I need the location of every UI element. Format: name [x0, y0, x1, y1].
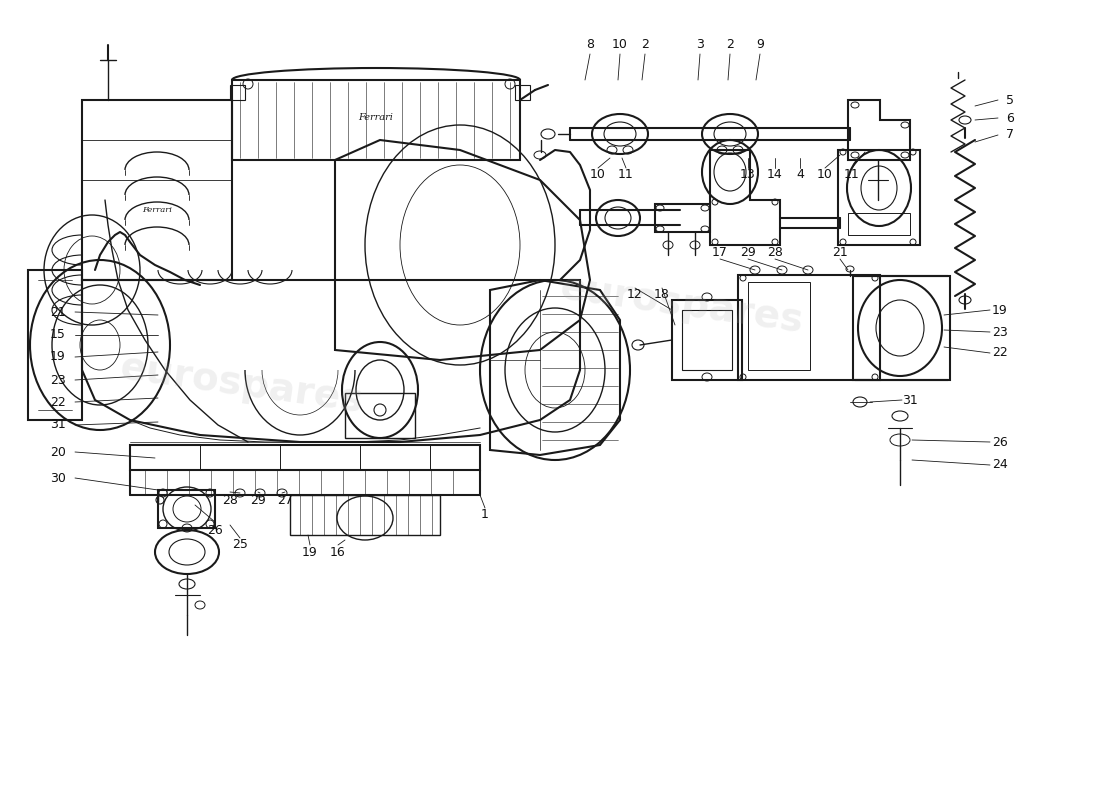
Text: 25: 25 — [232, 538, 248, 551]
Text: 19: 19 — [302, 546, 318, 558]
Bar — [230, 85, 245, 100]
Bar — [290, 495, 440, 535]
Bar — [345, 393, 415, 438]
Text: 2: 2 — [726, 38, 734, 51]
Text: 10: 10 — [612, 38, 628, 51]
Bar — [515, 85, 530, 100]
Text: 19: 19 — [51, 350, 66, 363]
Text: 24: 24 — [992, 458, 1008, 471]
Text: 19: 19 — [992, 303, 1008, 317]
Text: eurospares: eurospares — [118, 348, 366, 420]
Text: 22: 22 — [992, 346, 1008, 359]
Bar — [848, 213, 910, 235]
Text: 11: 11 — [618, 169, 634, 182]
Text: 18: 18 — [654, 289, 670, 302]
Text: 11: 11 — [844, 169, 860, 182]
Text: 21: 21 — [832, 246, 848, 258]
Text: 28: 28 — [767, 246, 783, 258]
Text: 14: 14 — [767, 169, 783, 182]
Text: 29: 29 — [250, 494, 266, 506]
Text: 5: 5 — [1006, 94, 1014, 106]
Text: 7: 7 — [1006, 129, 1014, 142]
Text: 9: 9 — [756, 38, 763, 51]
Text: 26: 26 — [207, 523, 223, 537]
Text: 4: 4 — [796, 169, 804, 182]
Text: 8: 8 — [586, 38, 594, 51]
Text: 12: 12 — [627, 289, 642, 302]
Text: 3: 3 — [696, 38, 704, 51]
Text: Ferrari: Ferrari — [142, 206, 172, 214]
Text: 22: 22 — [51, 395, 66, 409]
Text: 13: 13 — [740, 169, 756, 182]
Text: 10: 10 — [590, 169, 606, 182]
Text: eurospares: eurospares — [558, 268, 806, 340]
Text: 23: 23 — [51, 374, 66, 386]
Text: 26: 26 — [992, 435, 1008, 449]
Text: 27: 27 — [277, 494, 293, 506]
Bar — [654, 204, 710, 232]
Text: 31: 31 — [51, 418, 66, 431]
Text: 6: 6 — [1006, 111, 1014, 125]
Text: 20: 20 — [51, 446, 66, 458]
Text: 16: 16 — [330, 546, 345, 558]
Text: 10: 10 — [817, 169, 833, 182]
Text: 1: 1 — [481, 509, 488, 522]
Text: 15: 15 — [51, 329, 66, 342]
Bar — [682, 310, 732, 370]
Bar — [748, 282, 810, 370]
Bar — [672, 300, 743, 380]
Text: 21: 21 — [51, 306, 66, 318]
Bar — [852, 276, 950, 380]
Text: 17: 17 — [712, 246, 728, 258]
Text: Ferrari: Ferrari — [359, 114, 394, 122]
Text: 28: 28 — [222, 494, 238, 506]
Text: 29: 29 — [740, 246, 756, 258]
Text: 30: 30 — [51, 471, 66, 485]
Text: 23: 23 — [992, 326, 1008, 338]
Text: 31: 31 — [902, 394, 917, 406]
Text: 2: 2 — [641, 38, 649, 51]
